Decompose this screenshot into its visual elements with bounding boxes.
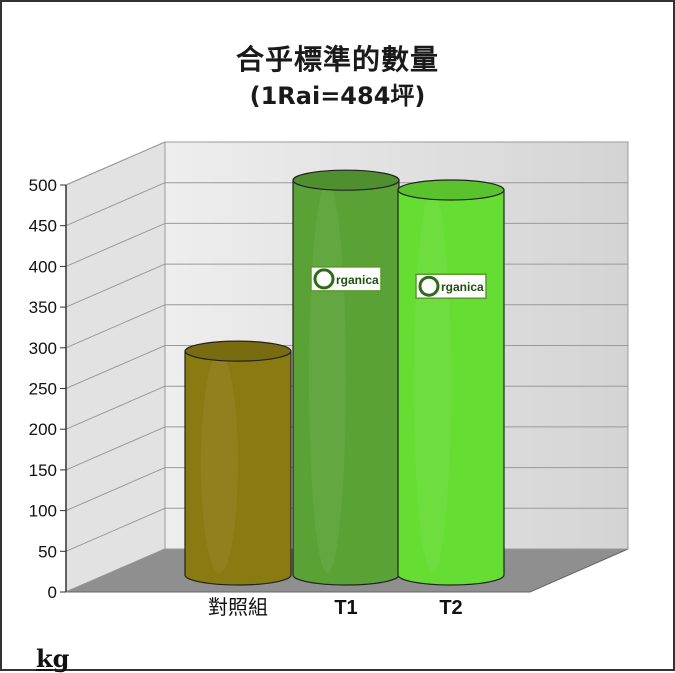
y-tick-label: 400	[29, 257, 57, 276]
y-tick-label: 50	[38, 542, 57, 561]
y-tick-label: 0	[48, 583, 57, 602]
gridline-side	[65, 467, 166, 512]
gridline-side	[65, 182, 166, 227]
x-tick-label: 對照組	[208, 596, 268, 619]
bar-body	[184, 350, 292, 586]
bar	[184, 340, 292, 586]
y-tick-label: 500	[29, 176, 57, 195]
x-tick-label: T2	[439, 597, 462, 619]
y-tick-label: 100	[29, 502, 57, 521]
bar-highlight	[200, 353, 238, 573]
y-tick-label: 200	[29, 420, 57, 439]
bar-top	[184, 340, 292, 362]
bar-highlight	[308, 182, 347, 573]
y-tick-label: 300	[29, 339, 57, 358]
gridline-side	[65, 345, 166, 389]
gridline-side	[65, 263, 166, 308]
y-tick-label: 250	[29, 380, 57, 399]
organica-logo-icon	[313, 268, 335, 290]
organica-badge: rganica	[310, 266, 382, 292]
bar-body	[292, 179, 400, 586]
bar-label: rganica	[336, 273, 379, 287]
y-tick-label: 350	[29, 298, 57, 317]
gridline-side	[65, 141, 166, 186]
bar-top	[292, 169, 400, 191]
chart-title: 合乎標準的數量	[235, 43, 439, 76]
bar	[397, 179, 505, 586]
gridline-side	[65, 426, 166, 471]
gridline-side	[65, 222, 166, 267]
y-tick-label: 150	[29, 461, 57, 480]
organica-logo-icon	[418, 275, 440, 297]
gridline-side	[65, 304, 166, 349]
bar-label: rganica	[441, 280, 484, 294]
y-unit-label: kg	[36, 644, 70, 673]
gridline-side	[65, 385, 166, 430]
gridline-side	[65, 548, 166, 593]
bar-body	[397, 189, 505, 586]
y-tick-label: 450	[29, 217, 57, 236]
bar-top	[397, 179, 505, 201]
gridline-side	[65, 507, 166, 552]
organica-badge: rganica	[415, 273, 487, 299]
bar-highlight	[413, 191, 452, 573]
chart-subtitle: (1Rai=484坪)	[249, 82, 426, 110]
bar	[292, 169, 400, 586]
x-tick-label: T1	[334, 597, 357, 619]
